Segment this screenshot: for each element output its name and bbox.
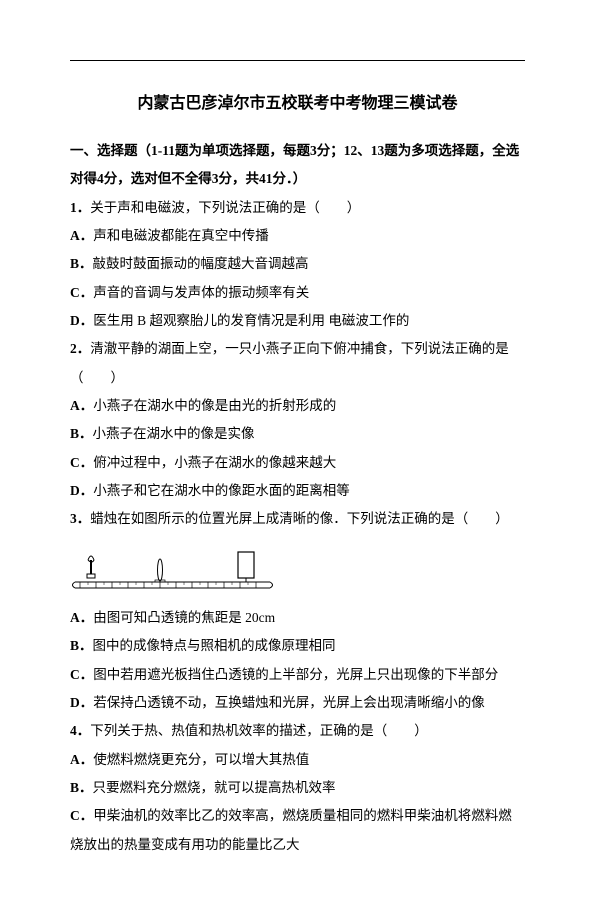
q4-text: 下列关于热、热值和热机效率的描述，正确的是（ ）: [90, 723, 428, 738]
top-divider: [70, 60, 525, 61]
q4-opt-c: C．甲柴油机的效率比乙的效率高，燃烧质量相同的燃料甲柴油机将燃料燃烧放出的热量变…: [70, 802, 525, 859]
q1-text: 关于声和电磁波，下列说法正确的是（ ）: [90, 200, 360, 215]
q1-opt-d: D．医生用 B 超观察胎儿的发育情况是利用 电磁波工作的: [70, 307, 525, 335]
q1-stem: 1．关于声和电磁波，下列说法正确的是（ ）: [70, 194, 525, 222]
q4-opt-a: A．使燃料燃烧更充分，可以增大其热值: [70, 746, 525, 774]
q2-opt-c: C．俯冲过程中，小燕子在湖水的像越来越大: [70, 449, 525, 477]
section-header: 一、选择题（1-11题为单项选择题，每题3分；12、13题为多项选择题，全选对得…: [70, 137, 525, 194]
q3-stem: 3．蜡烛在如图所示的位置光屏上成清晰的像．下列说法正确的是（ ）: [70, 505, 525, 533]
q4-opt-b: B．只要燃料充分燃烧，就可以提高热机效率: [70, 774, 525, 802]
q4-stem: 4．下列关于热、热值和热机效率的描述，正确的是（ ）: [70, 717, 525, 745]
q2-opt-a: A．小燕子在湖水中的像是由光的折射形成的: [70, 392, 525, 420]
q3-opt-c: C．图中若用遮光板挡住凸透镜的上半部分，光屏上只出现像的下半部分: [70, 661, 525, 689]
q3-opt-d: D．若保持凸透镜不动，互换蜡烛和光屏，光屏上会出现清晰缩小的像: [70, 689, 525, 717]
q2-stem: 2．清澈平静的湖面上空，一只小燕子正向下俯冲捕食，下列说法正确的是（ ）: [70, 335, 525, 392]
q3-text: 蜡烛在如图所示的位置光屏上成清晰的像．下列说法正确的是（ ）: [90, 511, 509, 526]
q1-opt-a: A．声和电磁波都能在真空中传播: [70, 222, 525, 250]
q3-opt-b: B．图中的成像特点与照相机的成像原理相同: [70, 632, 525, 660]
exam-title: 内蒙古巴彦淖尔市五校联考中考物理三模试卷: [70, 89, 525, 113]
q3-opt-a: A．由图可知凸透镜的焦距是 20cm: [70, 604, 525, 632]
q1-opt-c: C．声音的音调与发声体的振动频率有关: [70, 279, 525, 307]
optics-diagram: [70, 542, 280, 594]
q1-opt-b: B．敲鼓时鼓面振动的幅度越大音调越高: [70, 250, 525, 278]
q2-text: 清澈平静的湖面上空，一只小燕子正向下俯冲捕食，下列说法正确的是（ ）: [70, 341, 509, 384]
q2-opt-d: D．小燕子和它在湖水中的像距水面的距离相等: [70, 477, 525, 505]
q2-opt-b: B．小燕子在湖水中的像是实像: [70, 420, 525, 448]
